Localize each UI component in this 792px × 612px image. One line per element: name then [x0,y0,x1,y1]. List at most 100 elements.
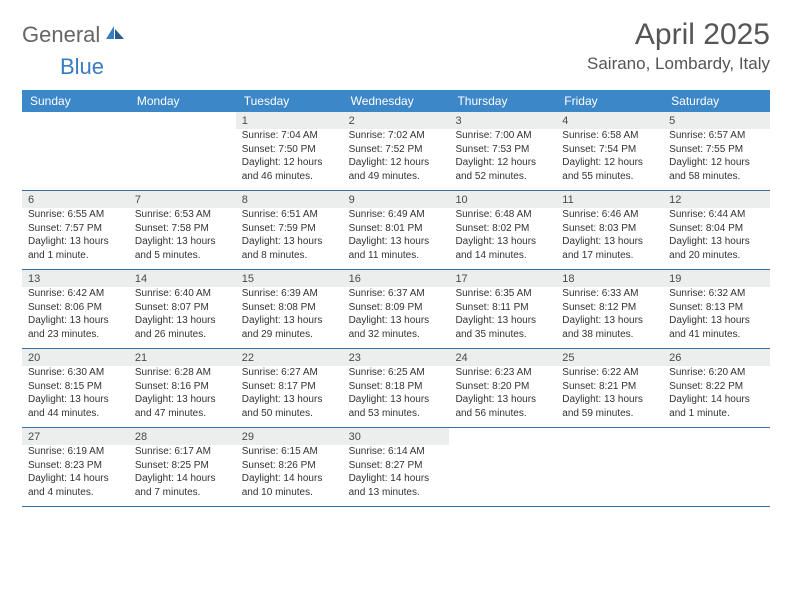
calendar-week-row: 6Sunrise: 6:55 AMSunset: 7:57 PMDaylight… [22,191,770,270]
calendar-weeks: 1Sunrise: 7:04 AMSunset: 7:50 PMDaylight… [22,112,770,507]
day-cell: 15Sunrise: 6:39 AMSunset: 8:08 PMDayligh… [236,270,343,348]
day-cell: 10Sunrise: 6:48 AMSunset: 8:02 PMDayligh… [449,191,556,269]
empty-day-cell [129,112,236,190]
day-number: 9 [343,191,450,208]
logo-text-blue: Blue [60,54,792,80]
day-number: 19 [663,270,770,287]
day-cell: 7Sunrise: 6:53 AMSunset: 7:58 PMDaylight… [129,191,236,269]
empty-day-cell [556,428,663,506]
day-number: 2 [343,112,450,129]
logo-sail-icon [104,24,126,47]
day-details: Sunrise: 6:49 AMSunset: 8:01 PMDaylight:… [343,208,450,266]
day-number: 17 [449,270,556,287]
day-number: 7 [129,191,236,208]
day-cell: 23Sunrise: 6:25 AMSunset: 8:18 PMDayligh… [343,349,450,427]
weekday-header: Thursday [449,90,556,112]
day-number: 1 [236,112,343,129]
weekday-header: Saturday [663,90,770,112]
day-cell: 20Sunrise: 6:30 AMSunset: 8:15 PMDayligh… [22,349,129,427]
day-cell: 19Sunrise: 6:32 AMSunset: 8:13 PMDayligh… [663,270,770,348]
day-details: Sunrise: 6:32 AMSunset: 8:13 PMDaylight:… [663,287,770,345]
day-details: Sunrise: 6:14 AMSunset: 8:27 PMDaylight:… [343,445,450,503]
day-number: 30 [343,428,450,445]
day-number: 23 [343,349,450,366]
day-number: 18 [556,270,663,287]
day-number: 20 [22,349,129,366]
day-cell: 12Sunrise: 6:44 AMSunset: 8:04 PMDayligh… [663,191,770,269]
day-number: 16 [343,270,450,287]
day-details: Sunrise: 7:04 AMSunset: 7:50 PMDaylight:… [236,129,343,187]
day-cell: 5Sunrise: 6:57 AMSunset: 7:55 PMDaylight… [663,112,770,190]
day-cell: 27Sunrise: 6:19 AMSunset: 8:23 PMDayligh… [22,428,129,506]
weekday-header: Sunday [22,90,129,112]
day-number: 21 [129,349,236,366]
day-details: Sunrise: 6:17 AMSunset: 8:25 PMDaylight:… [129,445,236,503]
day-number: 14 [129,270,236,287]
day-cell: 3Sunrise: 7:00 AMSunset: 7:53 PMDaylight… [449,112,556,190]
day-number: 22 [236,349,343,366]
day-details: Sunrise: 6:58 AMSunset: 7:54 PMDaylight:… [556,129,663,187]
day-number: 11 [556,191,663,208]
day-details: Sunrise: 6:33 AMSunset: 8:12 PMDaylight:… [556,287,663,345]
day-details: Sunrise: 6:44 AMSunset: 8:04 PMDaylight:… [663,208,770,266]
day-details: Sunrise: 6:22 AMSunset: 8:21 PMDaylight:… [556,366,663,424]
logo: General [22,22,106,48]
day-cell: 30Sunrise: 6:14 AMSunset: 8:27 PMDayligh… [343,428,450,506]
day-details: Sunrise: 6:40 AMSunset: 8:07 PMDaylight:… [129,287,236,345]
empty-day-cell [449,428,556,506]
day-number: 24 [449,349,556,366]
calendar: SundayMondayTuesdayWednesdayThursdayFrid… [22,90,770,507]
day-number: 15 [236,270,343,287]
day-details: Sunrise: 6:19 AMSunset: 8:23 PMDaylight:… [22,445,129,503]
day-cell: 6Sunrise: 6:55 AMSunset: 7:57 PMDaylight… [22,191,129,269]
day-cell: 18Sunrise: 6:33 AMSunset: 8:12 PMDayligh… [556,270,663,348]
day-cell: 17Sunrise: 6:35 AMSunset: 8:11 PMDayligh… [449,270,556,348]
day-details: Sunrise: 6:25 AMSunset: 8:18 PMDaylight:… [343,366,450,424]
day-cell: 1Sunrise: 7:04 AMSunset: 7:50 PMDaylight… [236,112,343,190]
day-number: 4 [556,112,663,129]
day-number: 27 [22,428,129,445]
day-number: 13 [22,270,129,287]
day-cell: 13Sunrise: 6:42 AMSunset: 8:06 PMDayligh… [22,270,129,348]
day-cell: 21Sunrise: 6:28 AMSunset: 8:16 PMDayligh… [129,349,236,427]
empty-day-cell [663,428,770,506]
day-number: 26 [663,349,770,366]
calendar-week-row: 20Sunrise: 6:30 AMSunset: 8:15 PMDayligh… [22,349,770,428]
day-details: Sunrise: 6:37 AMSunset: 8:09 PMDaylight:… [343,287,450,345]
day-details: Sunrise: 6:55 AMSunset: 7:57 PMDaylight:… [22,208,129,266]
day-details: Sunrise: 6:28 AMSunset: 8:16 PMDaylight:… [129,366,236,424]
day-cell: 16Sunrise: 6:37 AMSunset: 8:09 PMDayligh… [343,270,450,348]
weekday-header-row: SundayMondayTuesdayWednesdayThursdayFrid… [22,90,770,112]
calendar-week-row: 13Sunrise: 6:42 AMSunset: 8:06 PMDayligh… [22,270,770,349]
day-cell: 8Sunrise: 6:51 AMSunset: 7:59 PMDaylight… [236,191,343,269]
day-number: 28 [129,428,236,445]
day-cell: 14Sunrise: 6:40 AMSunset: 8:07 PMDayligh… [129,270,236,348]
day-details: Sunrise: 7:02 AMSunset: 7:52 PMDaylight:… [343,129,450,187]
day-number: 10 [449,191,556,208]
day-details: Sunrise: 6:20 AMSunset: 8:22 PMDaylight:… [663,366,770,424]
day-cell: 29Sunrise: 6:15 AMSunset: 8:26 PMDayligh… [236,428,343,506]
day-number: 3 [449,112,556,129]
day-cell: 22Sunrise: 6:27 AMSunset: 8:17 PMDayligh… [236,349,343,427]
day-number: 25 [556,349,663,366]
day-details: Sunrise: 6:23 AMSunset: 8:20 PMDaylight:… [449,366,556,424]
day-cell: 4Sunrise: 6:58 AMSunset: 7:54 PMDaylight… [556,112,663,190]
day-details: Sunrise: 6:46 AMSunset: 8:03 PMDaylight:… [556,208,663,266]
weekday-header: Tuesday [236,90,343,112]
day-details: Sunrise: 6:27 AMSunset: 8:17 PMDaylight:… [236,366,343,424]
day-details: Sunrise: 6:53 AMSunset: 7:58 PMDaylight:… [129,208,236,266]
day-details: Sunrise: 6:57 AMSunset: 7:55 PMDaylight:… [663,129,770,187]
day-cell: 24Sunrise: 6:23 AMSunset: 8:20 PMDayligh… [449,349,556,427]
day-number: 12 [663,191,770,208]
day-number: 6 [22,191,129,208]
day-details: Sunrise: 7:00 AMSunset: 7:53 PMDaylight:… [449,129,556,187]
day-details: Sunrise: 6:42 AMSunset: 8:06 PMDaylight:… [22,287,129,345]
day-details: Sunrise: 6:48 AMSunset: 8:02 PMDaylight:… [449,208,556,266]
calendar-week-row: 27Sunrise: 6:19 AMSunset: 8:23 PMDayligh… [22,428,770,507]
day-details: Sunrise: 6:30 AMSunset: 8:15 PMDaylight:… [22,366,129,424]
day-cell: 25Sunrise: 6:22 AMSunset: 8:21 PMDayligh… [556,349,663,427]
day-cell: 26Sunrise: 6:20 AMSunset: 8:22 PMDayligh… [663,349,770,427]
day-number: 29 [236,428,343,445]
day-number: 5 [663,112,770,129]
logo-text-general: General [22,22,100,48]
